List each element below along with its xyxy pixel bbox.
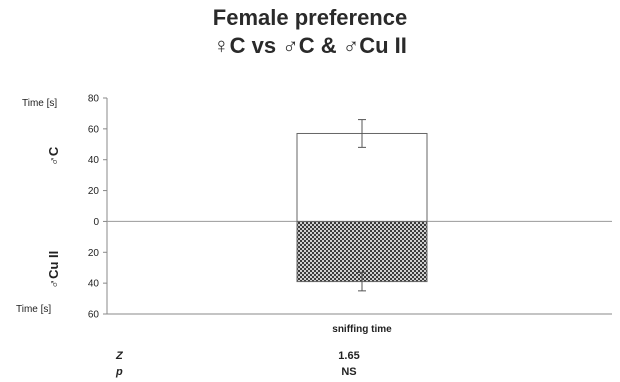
bar-male-c — [296, 132, 428, 222]
y-tick-label: 80 — [88, 94, 100, 105]
stat-z-value: 1.65 — [338, 350, 360, 362]
x-category-label: sniffing time — [332, 324, 392, 335]
y-unit-label-bottom: Time [s] — [16, 304, 51, 315]
y-label-male-cu-ii: ♂Cu II — [46, 251, 61, 289]
stat-p-key: p — [116, 366, 123, 378]
chart-title-line-1: Female preference — [212, 5, 408, 30]
y-tick-label: 40 — [88, 279, 100, 290]
y-tick-label: 20 — [88, 248, 100, 259]
bar-male-cu-ii — [296, 220, 428, 283]
y-tick-label: 60 — [88, 310, 100, 321]
y-tick-label: 0 — [93, 217, 99, 228]
stat-z-key: Z — [116, 350, 123, 362]
y-label-male-c: ♂C — [46, 146, 61, 166]
stat-p-value: NS — [341, 366, 357, 378]
y-unit-label-top: Time [s] — [22, 98, 57, 109]
y-tick-label: 60 — [88, 124, 100, 135]
chart-title: Female preference ♀C vs ♂C & ♂Cu II — [0, 4, 620, 60]
y-tick-label: 20 — [88, 186, 100, 197]
y-tick-label: 40 — [88, 155, 100, 166]
chart-title-line-2: ♀C vs ♂C & ♂Cu II — [213, 33, 407, 58]
